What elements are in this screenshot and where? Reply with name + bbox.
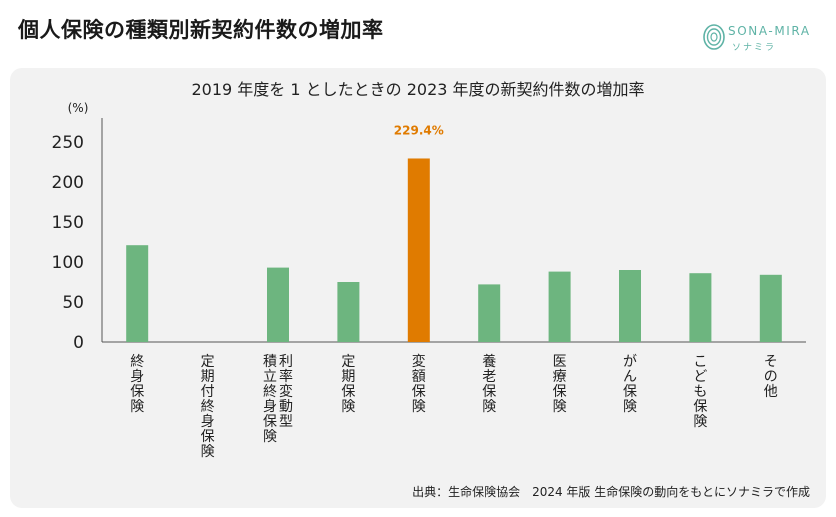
bar — [548, 271, 571, 342]
x-tick-label-char: 身 — [130, 369, 144, 385]
x-tick-label-char: 終 — [130, 354, 144, 370]
data-label: 229.4% — [394, 123, 444, 137]
bar — [407, 158, 430, 342]
x-tick-label-char: 終 — [201, 399, 215, 415]
x-tick-label-char: こ — [693, 354, 707, 370]
bar — [759, 274, 782, 342]
x-tick-label-char: 付 — [201, 384, 215, 400]
bar — [619, 270, 641, 342]
page-title: 個人保険の種類別新契約件数の増加率 — [18, 18, 384, 42]
x-tick-label-char: そ — [764, 354, 778, 370]
bar — [267, 267, 289, 342]
bar — [478, 284, 501, 342]
x-tick-label-char: 動 — [279, 399, 293, 415]
x-tick-label-char: 医 — [553, 354, 567, 370]
x-tick-label-char: 保 — [130, 384, 144, 400]
x-tick-label-char: 率 — [279, 368, 293, 385]
x-tick-label-char: 保 — [412, 384, 426, 400]
x-tick-label-char: 期 — [341, 369, 355, 385]
y-axis-unit: (%) — [68, 101, 89, 115]
x-tick-label-char: 立 — [263, 369, 277, 385]
logo: SONA-MIRA ソナミラ — [702, 22, 822, 56]
x-tick-label-char: 保 — [482, 384, 496, 400]
logo-mark-icon — [703, 24, 725, 50]
x-tick-label-char: 保 — [341, 384, 355, 400]
x-tick-label-char: ど — [693, 369, 707, 385]
x-tick-label-char: 険 — [341, 399, 355, 415]
x-tick-label-char: 身 — [201, 414, 215, 430]
y-tick-label: 200 — [52, 173, 84, 193]
x-tick-label-char: 変 — [279, 383, 293, 400]
source-note: 出典：生命保険協会 2024 年版 生命保険の動向をもとにソナミラで作成 — [412, 485, 810, 499]
x-tick-label-char: 険 — [412, 399, 426, 415]
chart-title: 2019 年度を 1 としたときの 2023 年度の新契約件数の増加率 — [191, 80, 644, 99]
x-tick-label-char: 型 — [279, 414, 293, 430]
x-tick-label-char: 保 — [553, 384, 567, 400]
x-tick-label-char: の — [764, 369, 778, 385]
x-tick-label-char: 保 — [693, 399, 707, 415]
x-tick-label-char: 終 — [263, 384, 277, 400]
y-tick-label: 250 — [52, 133, 84, 153]
x-tick-label-char: 定 — [201, 354, 215, 370]
x-tick-label-char: 険 — [482, 399, 496, 415]
x-tick-label-char: 老 — [482, 369, 496, 385]
x-tick-label-char: 険 — [553, 399, 567, 415]
x-tick-label-char: 保 — [201, 429, 215, 445]
x-tick-label-char: 険 — [263, 429, 277, 445]
x-tick-label-char: 利 — [279, 354, 293, 370]
x-tick-label-char: 期 — [201, 369, 215, 385]
y-tick-label: 0 — [73, 333, 84, 353]
x-tick-label-char: 険 — [201, 444, 215, 460]
x-tick-label-char: 額 — [412, 369, 426, 385]
x-tick-label-char: ん — [623, 369, 637, 385]
x-tick-label-char: 保 — [623, 384, 637, 400]
bar — [337, 282, 360, 342]
chart-panel: 2019 年度を 1 としたときの 2023 年度の新契約件数の増加率 (%) 0 5… — [10, 68, 826, 508]
x-tick-label-char: 身 — [263, 399, 277, 415]
y-tick-label: 50 — [62, 293, 84, 313]
x-tick-label-char: 養 — [482, 353, 496, 370]
y-tick-label: 100 — [52, 253, 84, 273]
x-tick-label-char: が — [623, 354, 637, 370]
x-tick-label-char: 療 — [553, 368, 567, 385]
x-tick-label-char: 険 — [130, 399, 144, 415]
bar — [689, 273, 712, 342]
logo-name: SONA-MIRA — [728, 24, 811, 38]
x-tick-label-char: 他 — [764, 384, 778, 400]
logo-subtitle: ソナミラ — [732, 43, 777, 53]
x-tick-label-char: 変 — [412, 353, 426, 370]
x-tick-label-char: も — [693, 384, 707, 400]
x-tick-label-char: 保 — [263, 414, 277, 430]
bar-chart: 2019 年度を 1 としたときの 2023 年度の新契約件数の増加率 (%) 0 5… — [52, 80, 806, 460]
y-tick-label: 150 — [52, 213, 84, 233]
x-tick-label-char: 険 — [623, 399, 637, 415]
x-tick-label-char: 険 — [693, 414, 707, 430]
bar — [126, 245, 149, 342]
x-tick-label-char: 積 — [263, 354, 277, 370]
x-tick-label-char: 定 — [341, 354, 355, 370]
